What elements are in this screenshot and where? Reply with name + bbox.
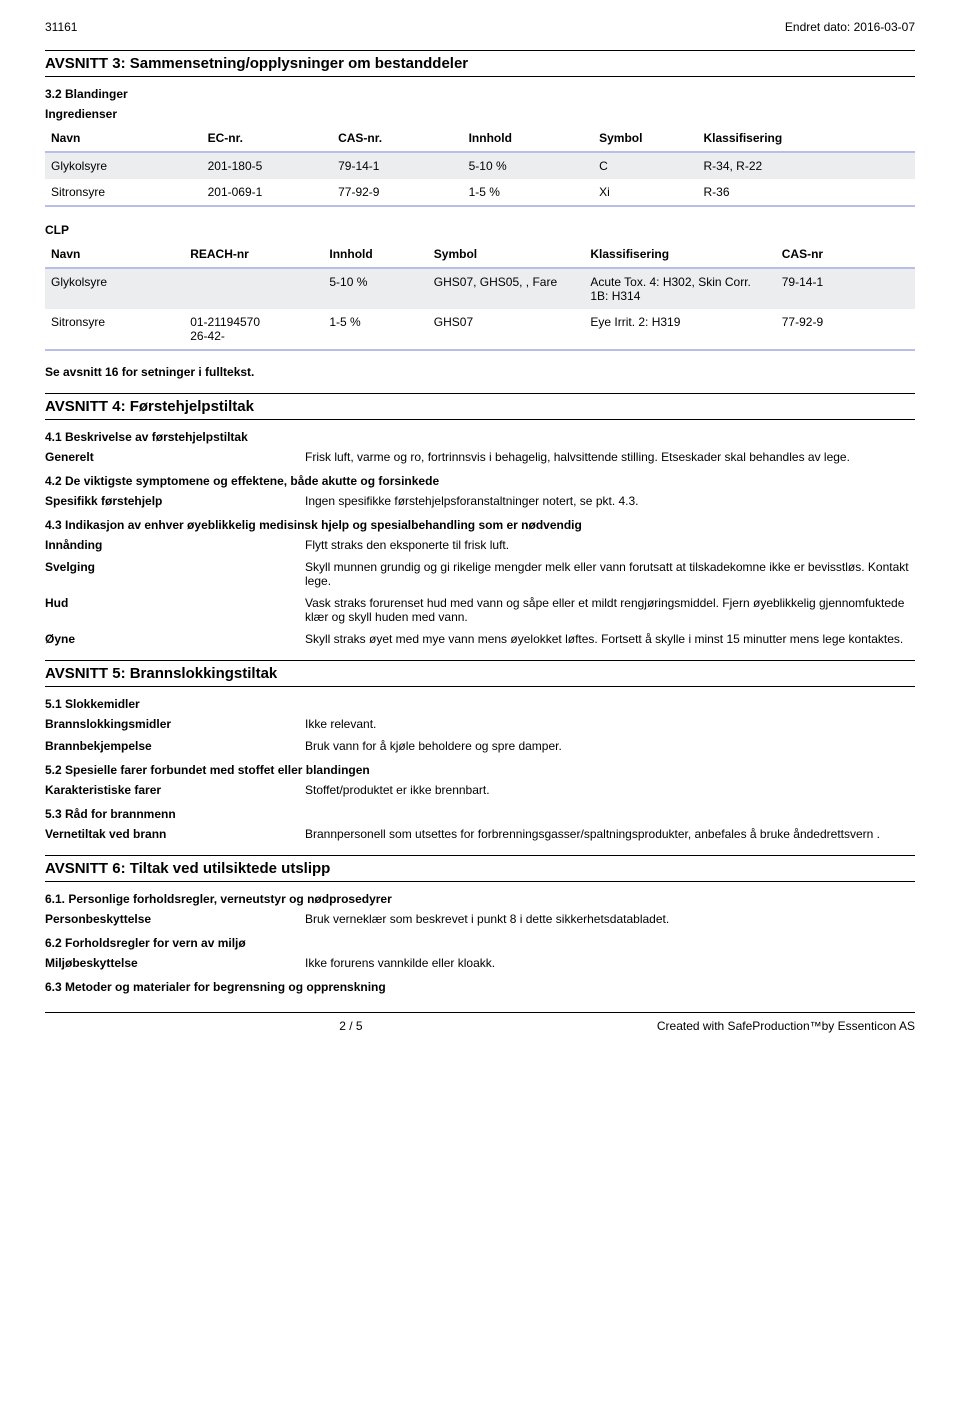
miljobeskyttelse-value: Ikke forurens vannkilde eller kloakk. [305,956,915,970]
heading-4-1: 4.1 Beskrivelse av førstehjelpstiltak [45,430,915,444]
karakteristiske-value: Stoffet/produktet er ikke brennbart. [305,783,915,797]
footer-credit: Created with SafeProduction™by Essentico… [657,1019,915,1033]
generelt-value: Frisk luft, varme og ro, fortrinnsvis i … [305,450,915,464]
svelging-value: Skyll munnen grundig og gi rikelige meng… [305,560,915,588]
spesifikk-label: Spesifikk førstehjelp [45,494,305,508]
revised-date: Endret dato: 2016-03-07 [785,20,915,34]
heading-3-2: 3.2 Blandinger [45,87,915,101]
col-symbol: Symbol [593,125,697,152]
vernetiltak-label: Vernetiltak ved brann [45,827,305,841]
page-number: 2 / 5 [45,1019,657,1033]
spesifikk-value: Ingen spesifikke førstehjelpsforanstaltn… [305,494,915,508]
heading-6-1: 6.1. Personlige forholdsregler, verneuts… [45,892,915,906]
heading-4-3: 4.3 Indikasjon av enhver øyeblikkelig me… [45,518,915,532]
karakteristiske-label: Karakteristiske farer [45,783,305,797]
section-4-title: AVSNITT 4: Førstehjelpstiltak [45,393,915,420]
brannbekjempelse-value: Bruk vann for å kjøle beholdere og spre … [305,739,915,753]
miljobeskyttelse-label: Miljøbeskyttelse [45,956,305,970]
oyne-label: Øyne [45,632,305,646]
heading-6-3: 6.3 Metoder og materialer for begrensnin… [45,980,915,994]
col-navn: Navn [45,241,184,268]
brannbekjempelse-label: Brannbekjempelse [45,739,305,753]
ingredients-table-b: Navn REACH-nr Innhold Symbol Klassifiser… [45,241,915,351]
table-row: Sitronsyre 201-069-1 77-92-9 1-5 % Xi R-… [45,179,915,206]
col-reach: REACH-nr [184,241,323,268]
ingredients-table-a: Navn EC-nr. CAS-nr. Innhold Symbol Klass… [45,125,915,207]
table-row: Sitronsyre 01-21194570 26-42- 1-5 % GHS0… [45,309,915,350]
doc-code: 31161 [45,20,77,34]
heading-6-2: 6.2 Forholdsregler for vern av miljø [45,936,915,950]
col-cas: CAS-nr. [332,125,463,152]
col-innhold: Innhold [323,241,427,268]
col-innhold: Innhold [463,125,594,152]
ingredienser-label: Ingredienser [45,107,915,121]
vernetiltak-value: Brannpersonell som utsettes for forbrenn… [305,827,915,841]
hud-value: Vask straks forurenset hud med vann og s… [305,596,915,624]
section-5-title: AVSNITT 5: Brannslokkingstiltak [45,660,915,687]
section-6-title: AVSNITT 6: Tiltak ved utilsiktede utslip… [45,855,915,882]
oyne-value: Skyll straks øyet med mye vann mens øyel… [305,632,915,646]
brannslokking-value: Ikke relevant. [305,717,915,731]
heading-5-2: 5.2 Spesielle farer forbundet med stoffe… [45,763,915,777]
personbeskyttelse-label: Personbeskyttelse [45,912,305,926]
clp-label: CLP [45,223,915,237]
col-klass: Klassifisering [697,125,915,152]
section-3-title: AVSNITT 3: Sammensetning/opplysninger om… [45,50,915,77]
table-row: Glykolsyre 5-10 % GHS07, GHS05, , Fare A… [45,268,915,309]
generelt-label: Generelt [45,450,305,464]
col-ec: EC-nr. [202,125,333,152]
heading-4-2: 4.2 De viktigste symptomene og effektene… [45,474,915,488]
heading-5-3: 5.3 Råd for brannmenn [45,807,915,821]
innanding-label: Innånding [45,538,305,552]
table-row: Glykolsyre 201-180-5 79-14-1 5-10 % C R-… [45,152,915,179]
innanding-value: Flytt straks den eksponerte til frisk lu… [305,538,915,552]
svelging-label: Svelging [45,560,305,588]
hud-label: Hud [45,596,305,624]
personbeskyttelse-value: Bruk verneklær som beskrevet i punkt 8 i… [305,912,915,926]
fulltext-note: Se avsnitt 16 for setninger i fulltekst. [45,365,915,379]
col-casnr: CAS-nr [776,241,915,268]
col-symbol: Symbol [428,241,585,268]
heading-5-1: 5.1 Slokkemidler [45,697,915,711]
col-navn: Navn [45,125,202,152]
brannslokking-label: Brannslokkingsmidler [45,717,305,731]
col-klass: Klassifisering [584,241,775,268]
page-footer: 2 / 5 Created with SafeProduction™by Ess… [45,1012,915,1033]
